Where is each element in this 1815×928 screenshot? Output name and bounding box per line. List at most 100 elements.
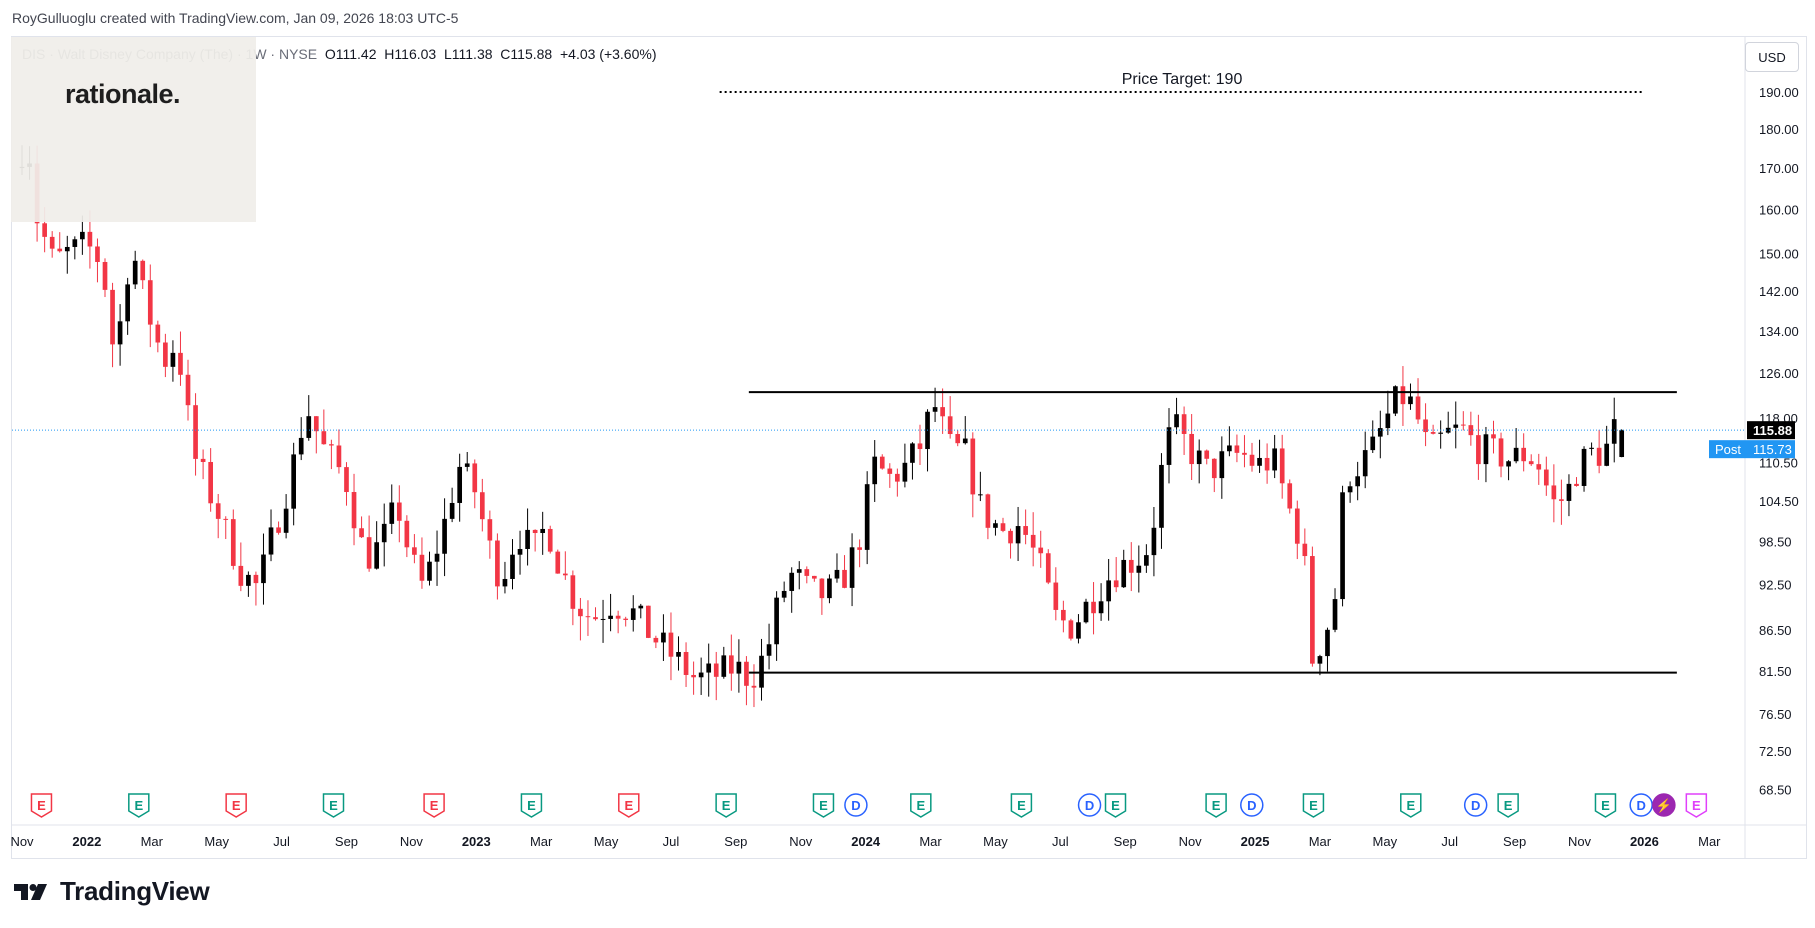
event-marker-label: E	[916, 798, 925, 813]
candle-body	[630, 608, 636, 620]
candle-body	[434, 553, 440, 562]
candle-body	[1528, 461, 1534, 465]
candle-body	[804, 569, 810, 576]
dividend-marker	[1463, 793, 1488, 817]
x-tick-label: Mar	[1698, 834, 1721, 849]
candle-body	[713, 663, 719, 677]
candle-body	[1159, 464, 1164, 528]
candle-body	[1581, 448, 1587, 486]
candle-body	[812, 575, 817, 579]
candle-body	[1566, 483, 1572, 501]
earn-pos-marker	[520, 793, 543, 818]
candle-body	[1030, 534, 1036, 548]
candle-body	[1061, 609, 1066, 621]
candle-body	[993, 523, 998, 528]
candle-body	[1106, 580, 1111, 602]
candle-body	[1189, 433, 1194, 465]
candle-body	[344, 467, 349, 493]
tradingview-logo: TradingView	[14, 876, 210, 907]
candle-body	[540, 528, 546, 534]
candle-body	[1242, 452, 1247, 455]
candle-body	[1460, 424, 1466, 426]
candle-body	[1408, 396, 1413, 405]
y-tick-label: 160.00	[1759, 203, 1799, 218]
currency-button[interactable]: USD	[1745, 42, 1799, 72]
dividend-marker	[844, 793, 868, 817]
earn-pos-marker	[1205, 793, 1227, 818]
x-tick-label: 2025	[1241, 834, 1270, 849]
candle-body	[1317, 656, 1323, 664]
candle-body	[706, 663, 712, 673]
candle-body	[766, 644, 772, 656]
candle-body	[1038, 547, 1044, 554]
tradingview-logo-text: TradingView	[60, 876, 210, 906]
candle-body	[1551, 485, 1557, 500]
candle-body	[532, 529, 538, 534]
y-tick-label: 180.00	[1759, 122, 1799, 137]
candle-body	[1543, 469, 1549, 486]
candle-body	[261, 554, 266, 584]
candle-body	[510, 554, 515, 579]
candle-body	[668, 632, 674, 657]
earn-pos-marker	[812, 793, 835, 818]
event-marker-label: E	[819, 798, 828, 813]
candle-body	[1491, 434, 1496, 439]
candle-body	[1098, 601, 1104, 614]
earn-pos-marker	[715, 793, 737, 818]
earn-pos-marker	[1594, 793, 1617, 818]
candle-body	[615, 615, 621, 619]
x-tick-label: May	[594, 834, 619, 849]
candle-body	[1355, 476, 1360, 487]
legend-low: L111.38	[443, 46, 493, 62]
y-tick-label: 126.00	[1759, 366, 1799, 381]
candle-body	[1438, 432, 1444, 434]
candle-body	[1423, 419, 1428, 433]
candle-body	[1151, 527, 1157, 556]
candle-body	[72, 239, 78, 247]
candle-body	[80, 231, 85, 240]
candle-body	[298, 437, 304, 455]
x-tick-label: 2024	[851, 834, 881, 849]
event-marker-label: D	[1085, 798, 1094, 813]
candle-body	[1310, 556, 1315, 664]
candle-body	[517, 548, 523, 555]
y-tick-label: 81.50	[1759, 664, 1792, 679]
earn-pos-marker	[1302, 793, 1325, 818]
candle-body	[1393, 386, 1398, 414]
last-price-badge	[1747, 421, 1795, 440]
candle-body	[1234, 445, 1240, 453]
candle-body	[691, 674, 696, 678]
candle-body	[132, 260, 138, 285]
candle-body	[396, 502, 402, 521]
earn-pos-marker	[1010, 793, 1033, 818]
candle-body	[525, 529, 530, 549]
candle-body	[1483, 434, 1489, 465]
candle-body	[1611, 419, 1617, 444]
event-marker-label: D	[851, 798, 860, 813]
candle-body	[147, 280, 153, 325]
y-tick-label: 68.50	[1759, 783, 1792, 798]
candle-body	[155, 324, 161, 343]
candle-body	[721, 655, 727, 677]
x-tick-label: Nov	[1568, 834, 1592, 849]
candle-body	[1536, 464, 1542, 470]
y-tick-label: 150.00	[1759, 247, 1799, 262]
event-marker-label: E	[1406, 798, 1415, 813]
candle-body	[1128, 559, 1134, 573]
x-tick-label: May	[983, 834, 1008, 849]
y-tick-label: 104.50	[1759, 494, 1799, 509]
candle-body	[110, 289, 115, 345]
candle-body	[940, 407, 945, 417]
candle-body	[608, 615, 613, 619]
candle-body	[1076, 622, 1081, 639]
candle-body	[827, 578, 832, 599]
candle-body	[479, 492, 485, 520]
candle-body	[1166, 427, 1172, 465]
candle-body	[283, 508, 289, 533]
event-marker-label: D	[1471, 798, 1480, 813]
candle-body	[381, 523, 387, 543]
candle-body	[1204, 450, 1210, 459]
candle-body	[1272, 448, 1277, 471]
x-tick-label: Sep	[1114, 834, 1137, 849]
